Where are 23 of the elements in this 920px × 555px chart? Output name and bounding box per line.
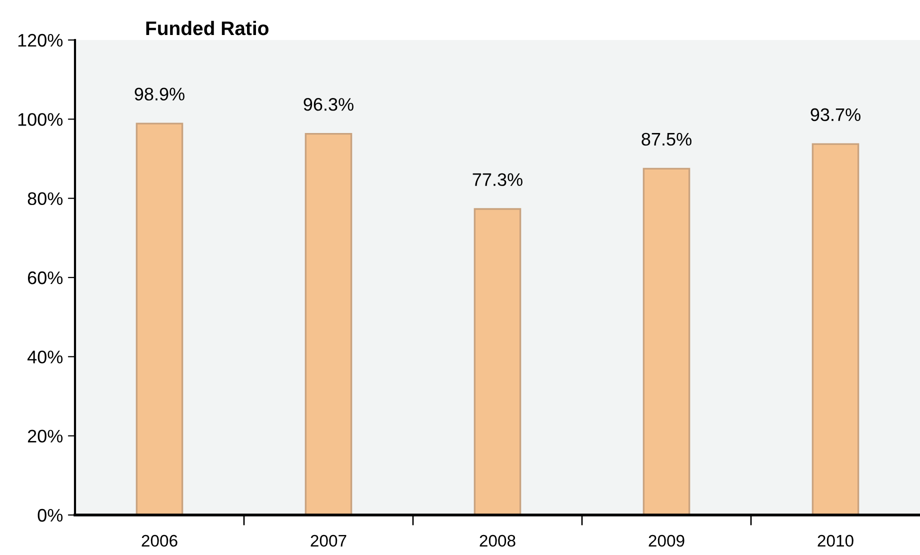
data-label: 93.7% bbox=[810, 108, 860, 122]
x-tick-label: 2008 bbox=[480, 534, 516, 547]
y-tick-label: 80% bbox=[28, 192, 63, 206]
bar bbox=[304, 132, 352, 515]
data-label: 77.3% bbox=[472, 173, 522, 186]
y-tick-label: 120% bbox=[18, 34, 63, 47]
y-tick-label: 60% bbox=[28, 271, 63, 284]
data-label: 98.9% bbox=[134, 88, 184, 101]
bar bbox=[136, 122, 184, 515]
x-tick-label: 2006 bbox=[142, 534, 178, 547]
data-label: 96.3% bbox=[304, 98, 354, 111]
y-tick-label: 100% bbox=[18, 113, 63, 126]
bar bbox=[474, 208, 522, 515]
y-tick-label: 0% bbox=[38, 508, 63, 522]
chart-title: Funded Ratio bbox=[146, 20, 268, 36]
bar bbox=[812, 143, 860, 515]
y-tick-label: 20% bbox=[28, 430, 63, 443]
x-tick-label: 2007 bbox=[310, 534, 346, 547]
data-label: 87.5% bbox=[642, 132, 692, 146]
x-tick-label: 2010 bbox=[818, 534, 854, 547]
x-tick-label: 2009 bbox=[648, 534, 684, 547]
bar bbox=[642, 168, 690, 515]
y-tick-label: 40% bbox=[27, 350, 63, 364]
